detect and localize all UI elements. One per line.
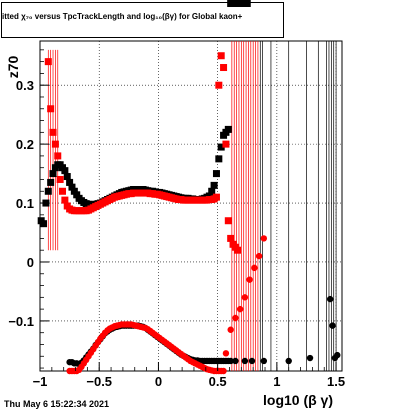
black-upper-point-87 (243, 0, 251, 7)
black-upper-point-13 (68, 183, 76, 191)
red-lower-point-74 (260, 235, 268, 242)
black-lower-point-78 (334, 351, 341, 359)
red-upper-point-3 (51, 140, 59, 148)
y-tick-label-0: −0.1 (8, 314, 34, 329)
red-lower-point-73 (255, 252, 263, 260)
x-axis-label: log10 (β γ) (263, 392, 333, 408)
x-tick-label-1: −0.5 (86, 374, 112, 389)
x-tick-label-2: 0 (155, 374, 162, 389)
red-upper-point-5 (56, 175, 64, 183)
red-lower-point-72 (251, 264, 258, 272)
red-upper-point-6 (59, 187, 67, 195)
red-upper-point-76 (224, 217, 232, 225)
x-tick-label-5: 1.5 (327, 374, 345, 389)
black-lower-point-75 (326, 295, 334, 303)
black-upper-point-5 (49, 170, 57, 178)
chart-title: itted χ₇₀ versus TpcTrackLength and log₁… (2, 12, 243, 21)
black-upper-point-1 (40, 220, 48, 228)
black-lower-point-72 (260, 357, 268, 365)
x-tick-label-4: 1 (273, 374, 280, 389)
red-upper-point-2 (49, 128, 57, 136)
black-lower-point-74 (306, 354, 314, 362)
x-tick-label-0: −1 (33, 374, 48, 389)
black-upper-point-11 (63, 173, 71, 181)
red-lower-point-68 (232, 314, 239, 322)
black-upper-point-12 (66, 178, 74, 186)
red-upper-point-72 (215, 81, 223, 89)
black-upper-point-79 (224, 125, 232, 133)
y-tick-label-2: 0.1 (16, 196, 34, 211)
red-upper-point-73 (217, 52, 225, 60)
red-lower-point-65 (220, 367, 227, 375)
y-axis-label: z70 (5, 56, 21, 79)
y-tick-label-3: 0.2 (16, 137, 34, 152)
y-tick-label-1: 0 (27, 255, 34, 270)
x-axis-label-text: log10 (β γ) (263, 392, 333, 408)
black-lower-point-71 (248, 357, 256, 365)
red-upper-point-7 (61, 196, 69, 204)
black-lower-point-76 (329, 322, 336, 329)
black-upper-point-75 (215, 155, 223, 163)
black-lower-point-73 (285, 357, 292, 365)
red-upper-point-0 (44, 58, 52, 66)
timestamp-footer: Thu May 6 15:22:34 2021 (4, 399, 110, 409)
black-lower-point-70 (241, 357, 249, 365)
red-lower-point-70 (241, 294, 249, 301)
y-tick-label-4: 0.3 (16, 78, 34, 93)
red-upper-point-1 (47, 105, 55, 113)
red-lower-point-71 (246, 276, 253, 283)
black-lower-point-68 (227, 357, 234, 365)
red-upper-point-75 (222, 140, 230, 148)
black-upper-point-15 (73, 191, 81, 199)
black-upper-point-4 (47, 178, 55, 186)
black-upper-point-10 (61, 167, 69, 175)
red-upper-point-80 (234, 246, 242, 254)
black-upper-point-74 (212, 170, 220, 178)
red-upper-point-71 (212, 193, 220, 201)
red-upper-point-4 (54, 152, 62, 160)
black-upper-point-73 (210, 181, 218, 189)
red-upper-point-74 (220, 64, 228, 72)
black-upper-point-72 (208, 187, 216, 195)
red-upper-point-77 (227, 234, 235, 242)
red-lower-point-69 (236, 305, 244, 313)
red-lower-point-67 (227, 326, 234, 333)
black-upper-point-3 (44, 187, 52, 195)
red-lower-point-66 (222, 350, 230, 357)
black-upper-point-14 (70, 187, 78, 195)
black-upper-point-71 (205, 192, 213, 200)
title-box: itted χ₇₀ versus TpcTrackLength and log₁… (1, 2, 284, 38)
black-upper-point-76 (217, 143, 225, 151)
x-tick-label-3: 0.5 (209, 374, 227, 389)
black-lower-point-69 (232, 357, 239, 365)
